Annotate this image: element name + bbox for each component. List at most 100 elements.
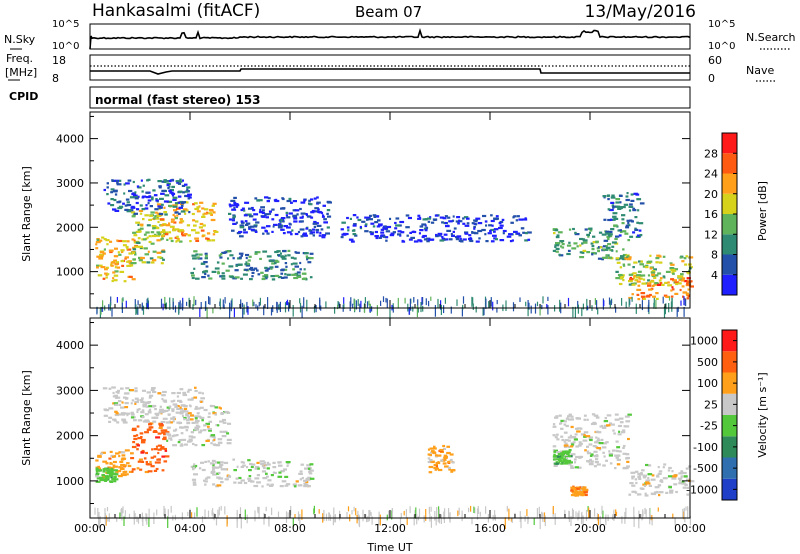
heatmap-cell	[625, 420, 631, 423]
heatmap-cell	[137, 237, 141, 240]
heatmap-cell	[255, 304, 257, 309]
heatmap-cell	[683, 507, 685, 519]
colorbar-tick-label: 1000	[690, 335, 718, 348]
heatmap-cell	[278, 303, 280, 311]
heatmap-cell	[471, 222, 475, 225]
heatmap-cell	[631, 477, 634, 480]
heatmap-cell	[619, 276, 624, 280]
freq-unit-label: [MHz]	[5, 66, 37, 79]
heatmap-cell	[655, 257, 660, 260]
heatmap-cell	[641, 487, 645, 490]
heatmap-cell	[113, 198, 117, 202]
heatmap-cell	[262, 250, 268, 253]
heatmap-cell	[602, 464, 606, 467]
heatmap-cell	[605, 459, 608, 462]
heatmap-cell	[198, 226, 204, 229]
heatmap-cell	[184, 425, 189, 428]
heatmap-cell	[178, 212, 181, 215]
heatmap-cell	[575, 445, 579, 448]
heatmap-cell	[220, 481, 224, 484]
heatmap-cell	[281, 470, 285, 473]
heatmap-cell	[136, 399, 140, 402]
heatmap-cell	[364, 297, 366, 304]
heatmap-cell	[338, 302, 340, 308]
heatmap-cell	[172, 399, 176, 402]
heatmap-cell	[299, 268, 302, 271]
heatmap-cell	[156, 251, 162, 254]
heatmap-cell	[337, 304, 339, 310]
heatmap-cell	[132, 231, 137, 234]
heatmap-cell	[107, 466, 111, 469]
heatmap-cell	[385, 239, 388, 242]
heatmap-cell	[299, 207, 302, 211]
heatmap-cell	[601, 233, 607, 236]
heatmap-cell	[644, 266, 649, 269]
heatmap-cell	[228, 218, 232, 221]
heatmap-cell	[133, 434, 137, 438]
heatmap-cell	[184, 183, 188, 186]
heatmap-cell	[624, 415, 630, 418]
heatmap-cell	[315, 231, 319, 234]
freq-tick-top: 18	[52, 54, 66, 67]
heatmap-cell	[200, 302, 202, 310]
heatmap-cell	[133, 239, 136, 242]
heatmap-cell	[101, 307, 103, 312]
heatmap-cell	[372, 214, 377, 217]
heatmap-cell	[142, 305, 145, 315]
heatmap-cell	[95, 473, 99, 476]
heatmap-cell	[133, 416, 136, 419]
heatmap-cell	[382, 296, 385, 302]
heatmap-cell	[409, 506, 411, 514]
heatmap-cell	[581, 242, 584, 245]
heatmap-cell	[290, 505, 292, 516]
heatmap-cell	[326, 200, 331, 203]
heatmap-cell	[231, 229, 235, 232]
heatmap-cell	[185, 201, 189, 204]
heatmap-cell	[114, 263, 118, 266]
heatmap-cell	[300, 463, 304, 466]
heatmap-cell	[197, 425, 201, 428]
heatmap-cell	[560, 462, 564, 465]
heatmap-cell	[276, 301, 278, 311]
heatmap-cell	[397, 233, 402, 236]
heatmap-cell	[651, 284, 655, 287]
heatmap-cell	[564, 439, 569, 442]
heatmap-cell	[254, 252, 258, 255]
heatmap-cell	[119, 467, 125, 471]
heatmap-cell	[586, 450, 590, 453]
heatmap-cell	[672, 272, 675, 275]
heatmap-cell	[522, 231, 526, 234]
heatmap-cell	[443, 456, 448, 459]
heatmap-cell	[628, 209, 632, 212]
heatmap-cell	[192, 219, 196, 222]
heatmap-cell	[453, 227, 457, 230]
heatmap-cell	[590, 242, 594, 245]
heatmap-cell	[353, 229, 356, 232]
heatmap-cell	[161, 224, 165, 227]
heatmap-cell	[608, 422, 612, 425]
heatmap-cell	[142, 405, 147, 408]
heatmap-cell	[179, 388, 184, 391]
heatmap-cell	[479, 511, 481, 517]
heatmap-cell	[284, 254, 287, 257]
heatmap-cell	[598, 448, 602, 451]
heatmap-cell	[133, 510, 135, 518]
heatmap-cell	[235, 264, 239, 267]
heatmap-cell	[356, 515, 358, 524]
heatmap-cell	[490, 214, 493, 217]
heatmap-cell	[154, 461, 160, 464]
heatmap-cell	[315, 305, 317, 313]
heatmap-cell	[205, 237, 208, 240]
velocity-heatmap	[94, 386, 695, 530]
heatmap-cell	[172, 403, 178, 406]
heatmap-cell	[242, 461, 245, 464]
heatmap-cell	[555, 247, 560, 250]
heatmap-cell	[313, 225, 317, 228]
heatmap-cell	[647, 274, 651, 277]
heatmap-cell	[142, 404, 147, 407]
heatmap-cell	[451, 234, 455, 237]
heatmap-cell	[233, 201, 237, 204]
colorbar-tick-label: 4	[711, 269, 718, 282]
heatmap-cell	[107, 517, 109, 522]
